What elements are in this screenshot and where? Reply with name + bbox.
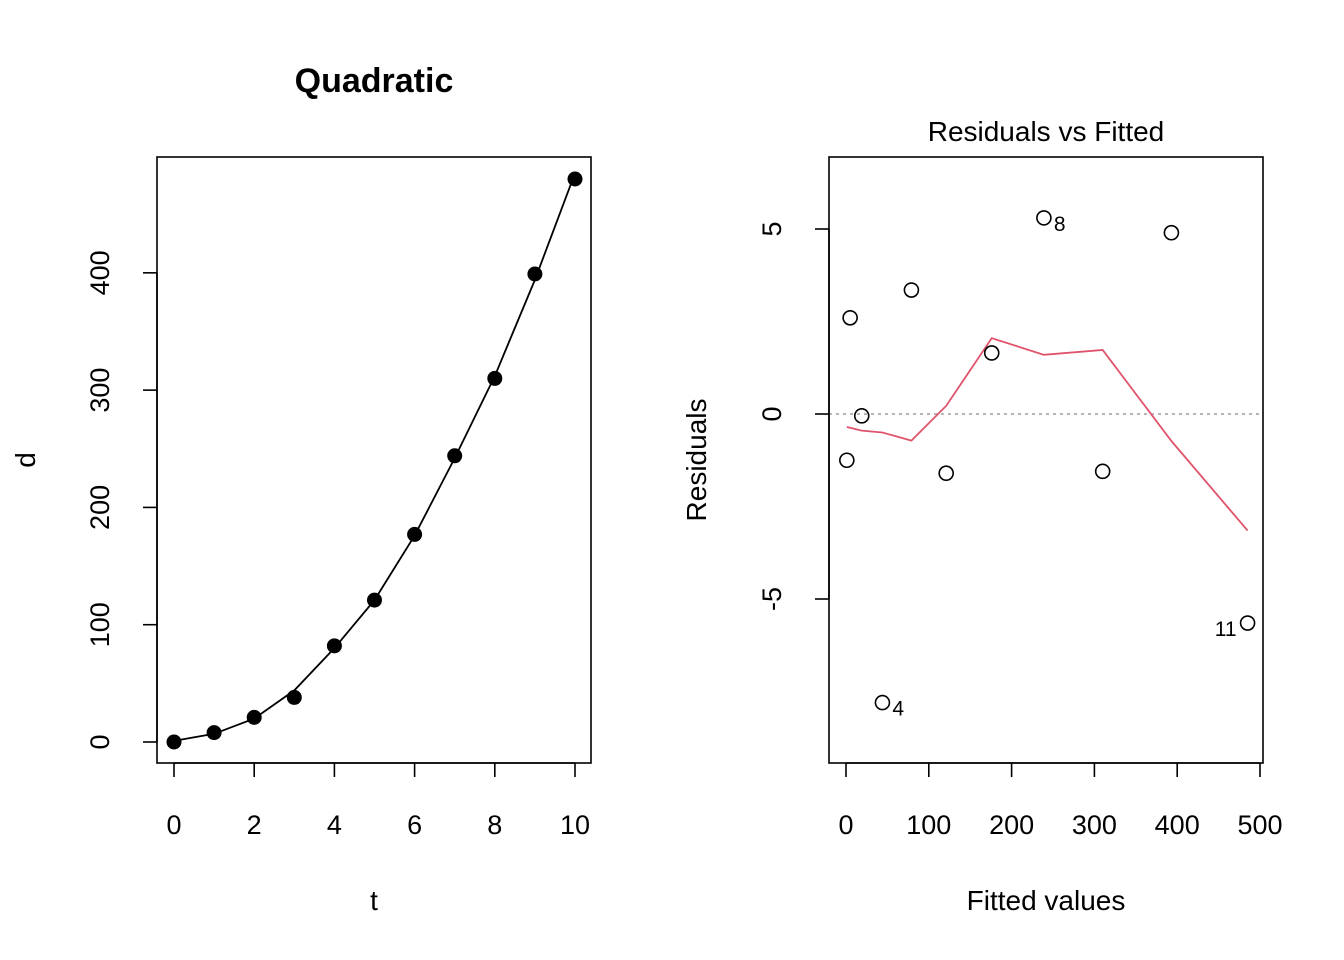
residuals-points: [839, 210, 1256, 711]
residual-point: [938, 465, 954, 482]
x-tick-label: 200: [989, 810, 1034, 840]
y-tick-label: 5: [757, 221, 787, 236]
residual-point: [983, 345, 1000, 361]
x-tick-label: 400: [1155, 810, 1200, 840]
quadratic-points: [166, 171, 583, 750]
data-point: [527, 266, 543, 282]
residuals-y-axis: -5 0 5: [757, 221, 830, 611]
y-tick-label: 200: [85, 485, 115, 530]
point-label: 8: [1054, 213, 1066, 236]
residual-point: [874, 694, 891, 711]
quadratic-fit-line: [173, 172, 576, 742]
y-tick-label: 0: [85, 734, 115, 749]
residuals-x-axis: 0 100 200 300 400 500: [838, 762, 1283, 840]
residuals-point-labels: 4 8 11: [892, 213, 1236, 721]
data-point: [206, 725, 222, 741]
residual-point: [839, 452, 855, 469]
y-tick-label: 300: [85, 368, 115, 413]
data-point: [326, 638, 342, 654]
x-tick-label: 300: [1072, 810, 1117, 840]
data-point: [286, 689, 302, 705]
residual-point: [1094, 463, 1111, 480]
residual-point: [853, 408, 870, 424]
data-point: [367, 592, 382, 608]
quadratic-x-label: t: [370, 885, 378, 916]
data-point: [407, 526, 423, 542]
x-tick-label: 100: [906, 810, 951, 840]
x-tick-label: 0: [838, 810, 853, 840]
residuals-y-label: Residuals: [681, 399, 712, 522]
quadratic-y-axis: 0 100 200 300 400: [85, 250, 158, 750]
residual-point: [1036, 210, 1052, 226]
y-tick-label: 400: [85, 250, 115, 295]
data-point: [166, 734, 182, 750]
quadratic-x-axis: 0 2 4 6 8 10: [166, 762, 590, 840]
x-tick-label: 8: [487, 810, 502, 840]
quadratic-y-label: d: [10, 452, 41, 468]
smooth-line-path: [846, 337, 1249, 532]
data-point: [567, 171, 583, 187]
y-tick-label: -5: [757, 587, 787, 611]
x-tick-label: 10: [560, 810, 590, 840]
residuals-smooth-line: [846, 337, 1249, 532]
residual-point: [842, 309, 858, 326]
x-tick-label: 6: [407, 810, 422, 840]
residuals-x-label: Fitted values: [967, 885, 1126, 916]
y-tick-label: 100: [85, 602, 115, 647]
residual-point: [1239, 615, 1256, 631]
residual-point: [903, 282, 920, 298]
quadratic-title: Quadratic: [295, 62, 454, 100]
x-tick-label: 2: [247, 810, 262, 840]
residuals-plot-frame: [828, 156, 1264, 764]
x-tick-label: 4: [327, 810, 342, 840]
data-point: [246, 709, 262, 725]
point-label: 11: [1215, 618, 1237, 641]
point-label: 4: [892, 698, 904, 721]
data-point: [447, 448, 463, 464]
fit-line-path: [173, 172, 576, 742]
data-point: [487, 370, 503, 386]
quadratic-plot-frame: [156, 156, 592, 764]
y-tick-label: 0: [757, 406, 787, 421]
residual-point: [1163, 224, 1180, 241]
residuals-title: Residuals vs Fitted: [928, 116, 1165, 147]
x-tick-label: 0: [166, 810, 181, 840]
x-tick-label: 500: [1237, 810, 1282, 840]
quadratic-panel: Quadratic 0 2 4 6 8 10 0 100 200 300 400 t d: [10, 62, 592, 916]
